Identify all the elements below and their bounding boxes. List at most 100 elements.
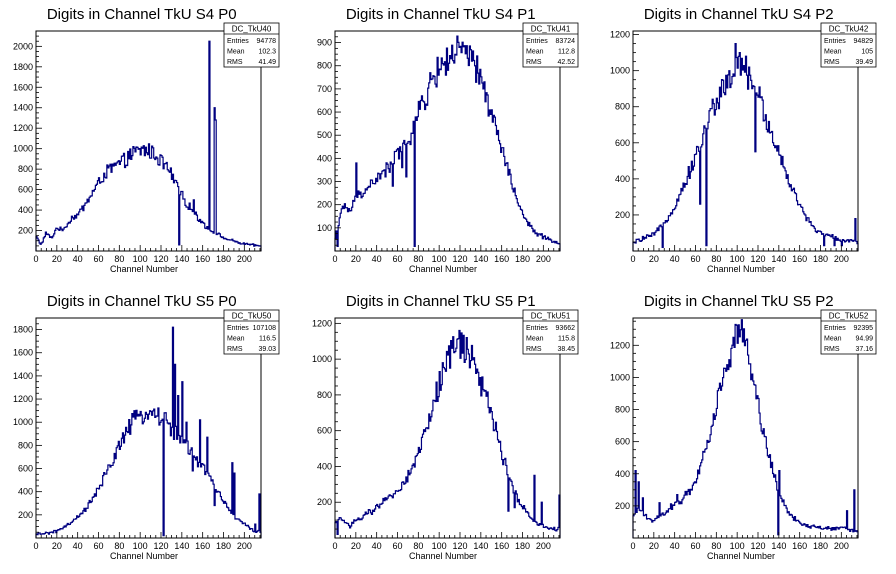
stats-label: Entries — [824, 38, 846, 45]
y-tick-label: 1000 — [312, 354, 332, 364]
stats-box: DC_TkU41 Entries 83724 Mean 112.8 RMS 42.52 — [522, 22, 579, 68]
stats-histogram-name: DC_TkU40 — [232, 25, 272, 34]
y-tick-label: 1600 — [13, 348, 33, 358]
plot-frame — [632, 317, 859, 539]
stats-box-frame — [223, 22, 280, 68]
stats-value: 39.03 — [258, 346, 276, 353]
stats-value: 94.99 — [855, 336, 873, 343]
panel-title: Digits in Channel TkU S5 P2 — [644, 293, 834, 310]
x-tick-label: 180 — [216, 254, 231, 264]
panel-6: Digits in Channel TkU S5 P2 0 20 40 60 80 100 1… — [610, 293, 877, 561]
stats-histogram-name: DC_TkU41 — [531, 25, 571, 34]
x-tick-label: 20 — [351, 254, 361, 264]
stats-value: 83724 — [556, 38, 576, 45]
x-tick-label: 0 — [332, 541, 337, 551]
stats-value: 105 — [861, 49, 873, 56]
stats-value: 41.49 — [258, 59, 276, 66]
y-tick-label: 700 — [317, 84, 332, 94]
y-tick-label: 2000 — [13, 41, 33, 51]
x-tick-label: 20 — [351, 541, 361, 551]
x-tick-label: 140 — [771, 541, 786, 551]
x-tick-label: 60 — [690, 254, 700, 264]
x-tick-label: 200 — [536, 541, 551, 551]
histogram-series — [35, 326, 262, 538]
x-tick-label: 20 — [52, 254, 62, 264]
y-tick-label: 1400 — [13, 371, 33, 381]
plot-frame — [35, 30, 262, 252]
y-tick-label: 600 — [615, 437, 630, 447]
x-tick-label: 40 — [372, 254, 382, 264]
histogram-series — [334, 329, 561, 538]
histogram-series — [632, 319, 859, 538]
stats-label: Entries — [526, 38, 548, 45]
x-tick-label: 20 — [52, 541, 62, 551]
x-axis-title: Channel Number — [110, 551, 178, 561]
stats-box-frame — [223, 309, 280, 355]
plot-frame — [334, 317, 561, 539]
x-tick-label: 20 — [649, 254, 659, 264]
x-tick-label: 40 — [372, 541, 382, 551]
y-tick-label: 400 — [317, 153, 332, 163]
x-axis-title: Channel Number — [110, 264, 178, 274]
y-tick-label: 800 — [18, 164, 33, 174]
stats-label: RMS — [526, 59, 542, 66]
stats-box: DC_TkU40 Entries 94778 Mean 102.3 RMS 41.49 — [223, 22, 280, 68]
y-tick-label: 1000 — [13, 417, 33, 427]
x-tick-label: 160 — [195, 541, 210, 551]
stats-label: RMS — [824, 59, 840, 66]
x-tick-label: 180 — [813, 254, 828, 264]
stats-value: 37.16 — [855, 346, 873, 353]
x-tick-label: 140 — [473, 541, 488, 551]
stats-value: 42.52 — [557, 59, 575, 66]
y-tick-label: 400 — [615, 174, 630, 184]
y-tick-label: 1200 — [610, 30, 630, 40]
histogram-series — [334, 35, 561, 251]
x-tick-label: 160 — [792, 254, 807, 264]
panel-3: Digits in Channel TkU S4 P2 0 20 40 60 80 100 1… — [610, 6, 877, 274]
x-tick-label: 120 — [750, 254, 765, 264]
y-tick-label: 200 — [18, 510, 33, 520]
x-tick-label: 80 — [413, 541, 423, 551]
stats-value: 115.8 — [558, 336, 575, 343]
stats-histogram-name: DC_TkU50 — [232, 312, 272, 321]
stats-label: Mean — [227, 336, 245, 343]
histogram-series — [632, 43, 859, 251]
stats-box-frame — [522, 309, 579, 355]
x-tick-label: 120 — [750, 541, 765, 551]
y-tick-label: 1000 — [610, 66, 630, 76]
y-tick-label: 800 — [317, 390, 332, 400]
y-tick-label: 400 — [615, 469, 630, 479]
x-tick-label: 160 — [494, 254, 509, 264]
y-tick-label: 500 — [317, 130, 332, 140]
stats-box-frame — [820, 309, 877, 355]
stats-label: RMS — [227, 346, 243, 353]
stats-label: Mean — [824, 336, 842, 343]
x-tick-label: 200 — [237, 541, 252, 551]
stats-label: RMS — [824, 346, 840, 353]
y-tick-label: 300 — [317, 177, 332, 187]
y-tick-label: 200 — [317, 497, 332, 507]
panel-2: Digits in Channel TkU S4 P1 0 20 40 60 80 100 1… — [317, 6, 579, 274]
x-tick-label: 40 — [670, 541, 680, 551]
stats-value: 93662 — [556, 325, 576, 332]
stats-value: 112.8 — [558, 49, 575, 56]
x-tick-label: 80 — [114, 541, 124, 551]
y-tick-label: 400 — [317, 461, 332, 471]
panel-title: Digits in Channel TkU S5 P0 — [47, 293, 237, 310]
x-tick-label: 200 — [237, 254, 252, 264]
stats-value: 92395 — [854, 325, 874, 332]
x-tick-label: 60 — [690, 541, 700, 551]
stats-value: 39.49 — [855, 59, 873, 66]
panel-title: Digits in Channel TkU S4 P2 — [644, 6, 834, 23]
y-tick-label: 100 — [317, 223, 332, 233]
x-axis-title: Channel Number — [409, 551, 477, 561]
x-tick-label: 200 — [834, 254, 849, 264]
x-tick-label: 100 — [432, 541, 447, 551]
stats-box: DC_TkU50 Entries 107108 Mean 116.5 RMS 39.03 — [223, 309, 280, 355]
stats-value: 116.5 — [259, 336, 276, 343]
y-tick-label: 600 — [317, 426, 332, 436]
x-tick-label: 0 — [630, 254, 635, 264]
x-tick-label: 180 — [216, 541, 231, 551]
panel-title: Digits in Channel TkU S5 P1 — [346, 293, 536, 310]
stats-histogram-name: DC_TkU51 — [531, 312, 571, 321]
